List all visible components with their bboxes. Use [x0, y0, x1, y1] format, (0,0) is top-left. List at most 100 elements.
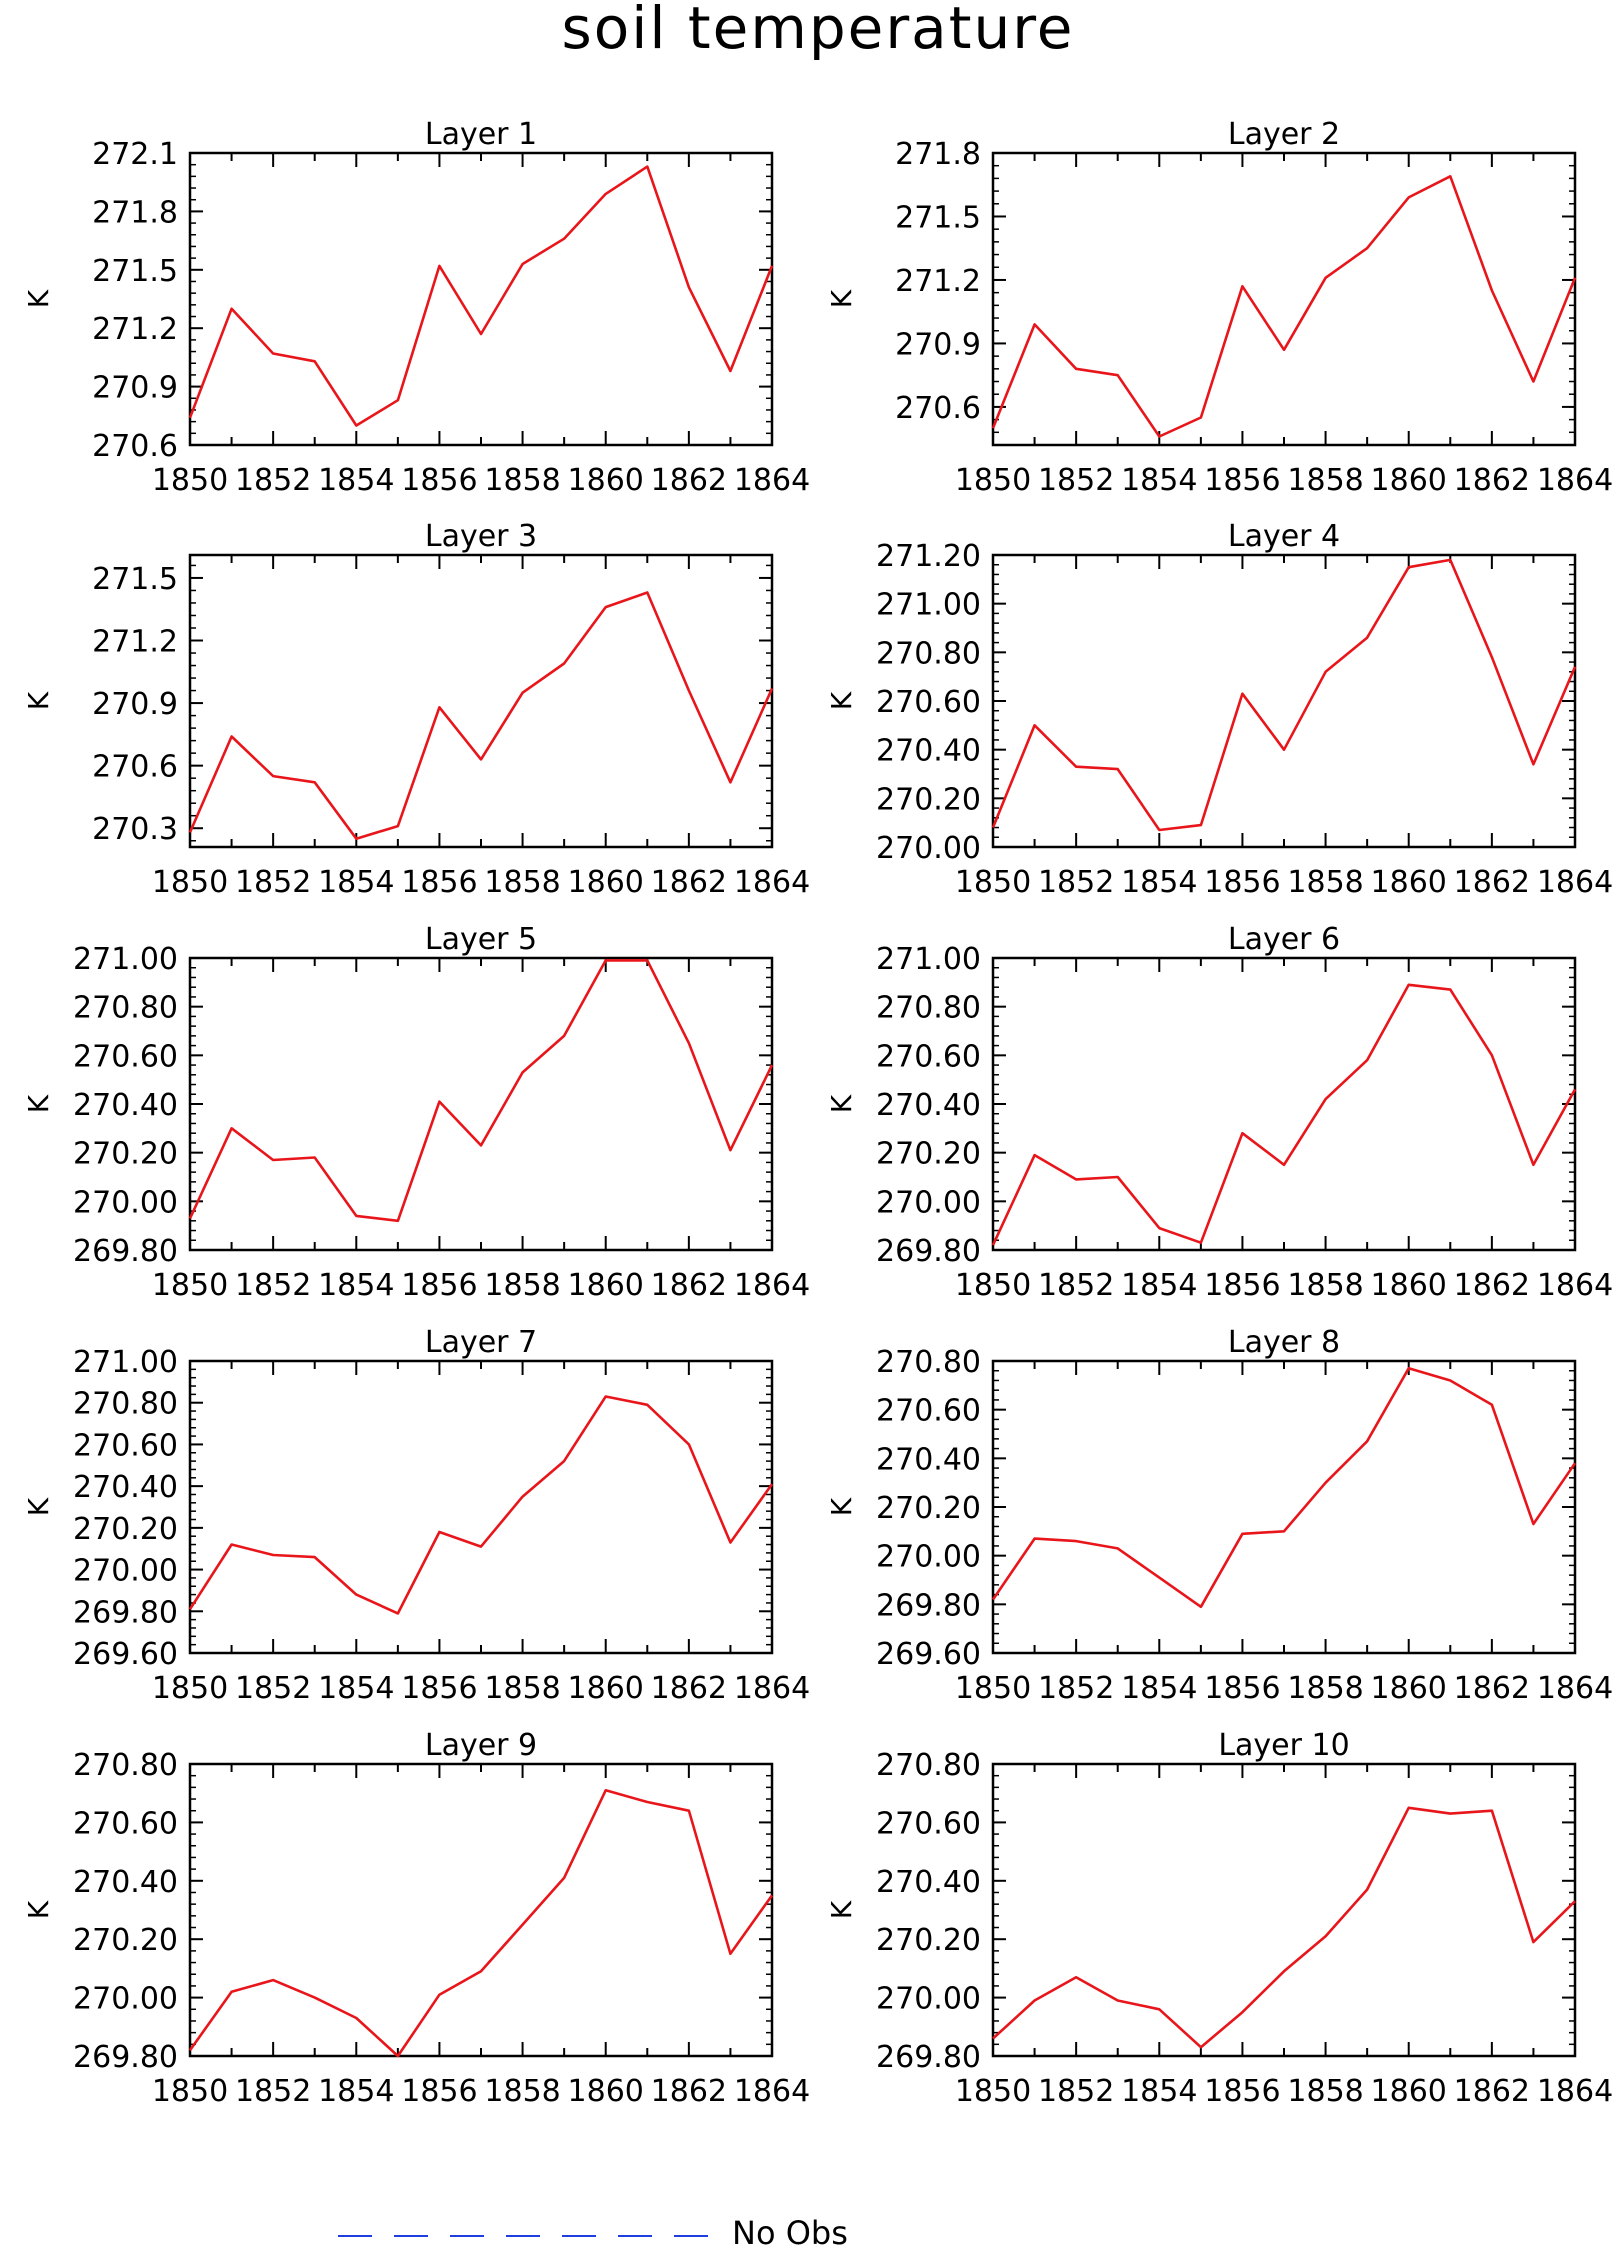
y-tick-label: 271.5 — [92, 254, 178, 289]
y-axis-label: K — [825, 289, 858, 308]
y-tick-label: 270.80 — [73, 1748, 178, 1783]
x-tick-label: 1860 — [1371, 2074, 1447, 2109]
x-tick-label: 1860 — [1371, 1671, 1447, 1706]
panel-title: Layer 4 — [1228, 519, 1340, 554]
y-tick-label: 270.60 — [876, 1039, 981, 1074]
legend: No Obs — [338, 2214, 848, 2249]
x-tick-label: 1856 — [1204, 2074, 1280, 2109]
x-tick-label: 1850 — [152, 865, 228, 900]
y-tick-label: 270.40 — [876, 734, 981, 769]
x-tick-label: 1862 — [651, 2074, 727, 2109]
y-tick-label: 271.2 — [92, 625, 178, 660]
panel-title: Layer 7 — [425, 1325, 537, 1360]
x-tick-label: 1864 — [1537, 865, 1613, 900]
y-tick-label: 270.00 — [73, 1982, 178, 2017]
y-tick-label: 271.5 — [895, 200, 981, 235]
y-tick-label: 270.40 — [876, 1088, 981, 1123]
series-line — [991, 558, 1577, 832]
y-tick-label: 271.00 — [876, 942, 981, 977]
panel-title: Layer 10 — [1218, 1728, 1349, 1763]
x-tick-label: 1854 — [318, 2074, 394, 2109]
y-tick-label: 270.80 — [73, 991, 178, 1026]
y-tick-label: 270.40 — [73, 1088, 178, 1123]
y-tick-label: 269.80 — [876, 1588, 981, 1623]
y-tick-label: 269.60 — [73, 1637, 178, 1672]
y-tick-label: 270.80 — [73, 1387, 178, 1422]
x-tick-label: 1852 — [1038, 463, 1114, 498]
y-tick-label: 270.20 — [876, 1137, 981, 1172]
y-tick-label: 271.00 — [73, 1345, 178, 1380]
x-tick-label: 1850 — [955, 865, 1031, 900]
y-axis-label: K — [825, 1094, 858, 1113]
y-tick-label: 270.9 — [92, 371, 178, 406]
x-tick-label: 1862 — [651, 865, 727, 900]
y-tick-label: 270.80 — [876, 636, 981, 671]
y-tick-label: 270.80 — [876, 1748, 981, 1783]
x-tick-label: 1854 — [1121, 2074, 1197, 2109]
x-tick-label: 1852 — [235, 463, 311, 498]
y-tick-label: 270.00 — [876, 1982, 981, 2017]
x-tick-label: 1862 — [651, 1268, 727, 1303]
x-tick-label: 1856 — [401, 1268, 477, 1303]
y-tick-label: 269.80 — [73, 1234, 178, 1269]
series-line — [991, 983, 1577, 1246]
x-tick-label: 1862 — [651, 463, 727, 498]
x-tick-label: 1858 — [484, 1671, 560, 1706]
plot-frame — [188, 553, 774, 849]
x-tick-label: 1854 — [318, 1671, 394, 1706]
y-tick-label: 270.60 — [73, 1428, 178, 1463]
x-tick-label: 1852 — [235, 865, 311, 900]
series-line — [188, 591, 774, 841]
plot-frame — [991, 956, 1577, 1252]
plot-frame — [188, 151, 774, 447]
y-axis-label: K — [22, 289, 55, 308]
series-line — [991, 1367, 1577, 1609]
y-tick-label: 271.00 — [73, 942, 178, 977]
x-tick-label: 1850 — [152, 1268, 228, 1303]
x-tick-label: 1852 — [235, 2074, 311, 2109]
y-tick-label: 270.60 — [73, 1806, 178, 1841]
y-tick-label: 270.60 — [876, 1806, 981, 1841]
x-tick-label: 1864 — [1537, 463, 1613, 498]
y-tick-label: 270.20 — [876, 782, 981, 817]
x-tick-label: 1862 — [1454, 2074, 1530, 2109]
plot-frame — [188, 956, 774, 1252]
panel-layer-9: Layer 9 K 1850 1852 1854 1856 1858 1860 1862 1864… — [22, 1728, 810, 2109]
y-tick-label: 269.60 — [876, 1637, 981, 1672]
x-tick-label: 1860 — [568, 2074, 644, 2109]
x-tick-label: 1856 — [401, 1671, 477, 1706]
panel-title: Layer 6 — [1228, 922, 1340, 957]
y-tick-label: 270.80 — [876, 1345, 981, 1380]
x-tick-label: 1856 — [401, 463, 477, 498]
y-tick-label: 270.6 — [92, 750, 178, 785]
y-tick-label: 270.00 — [876, 1540, 981, 1575]
x-tick-label: 1852 — [1038, 865, 1114, 900]
x-tick-label: 1850 — [152, 1671, 228, 1706]
x-tick-label: 1850 — [152, 2074, 228, 2109]
x-tick-label: 1860 — [1371, 865, 1447, 900]
y-tick-label: 270.00 — [876, 1185, 981, 1220]
y-tick-label: 269.80 — [876, 2040, 981, 2075]
panel-layer-6: Layer 6 K 1850 1852 1854 1856 1858 1860 1862 1864… — [825, 922, 1613, 1303]
x-tick-label: 1860 — [568, 1268, 644, 1303]
y-tick-label: 271.2 — [92, 312, 178, 347]
x-tick-label: 1852 — [1038, 1671, 1114, 1706]
y-tick-label: 270.20 — [73, 1512, 178, 1547]
y-tick-label: 271.5 — [92, 562, 178, 597]
panel-title: Layer 8 — [1228, 1325, 1340, 1360]
y-tick-label: 271.20 — [876, 539, 981, 574]
y-tick-label: 269.80 — [876, 1234, 981, 1269]
x-tick-label: 1864 — [1537, 2074, 1613, 2109]
y-tick-label: 270.60 — [73, 1039, 178, 1074]
y-tick-label: 270.20 — [73, 1137, 178, 1172]
plot-frame — [991, 1359, 1577, 1655]
plot-frame — [991, 553, 1577, 849]
x-tick-label: 1864 — [734, 463, 810, 498]
y-axis-label: K — [825, 1497, 858, 1516]
x-tick-label: 1858 — [1287, 2074, 1363, 2109]
x-tick-label: 1858 — [1287, 463, 1363, 498]
panel-layer-7: Layer 7 K 1850 1852 1854 1856 1858 1860 1862 1864… — [22, 1325, 810, 1706]
x-tick-label: 1860 — [568, 1671, 644, 1706]
y-tick-label: 270.40 — [73, 1865, 178, 1900]
x-tick-label: 1854 — [1121, 1671, 1197, 1706]
